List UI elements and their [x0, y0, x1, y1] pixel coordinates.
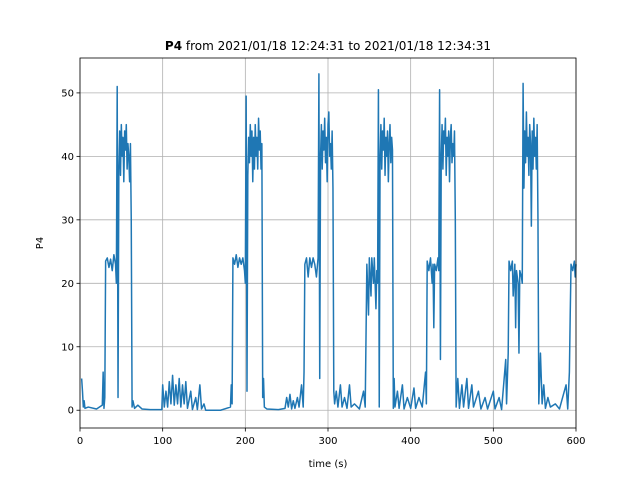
chart-title: P4 from 2021/01/18 12:24:31 to 2021/01/1…	[165, 39, 491, 53]
y-tick-label: 30	[61, 215, 74, 226]
y-tick-label: 20	[61, 279, 74, 290]
x-tick-label: 100	[153, 436, 172, 447]
x-tick-label: 500	[484, 436, 503, 447]
x-tick-label: 0	[77, 436, 83, 447]
x-tick-label: 600	[566, 436, 585, 447]
y-tick-label: 10	[61, 342, 74, 353]
y-tick-label: 50	[61, 88, 74, 99]
x-axis-label: time (s)	[309, 459, 348, 470]
title-range: from 2021/01/18 12:24:31 to 2021/01/18 1…	[186, 39, 491, 53]
y-tick-label: 0	[68, 406, 74, 417]
plot-area	[80, 73, 577, 411]
title-variable: P4	[165, 39, 182, 53]
y-tick-label: 40	[61, 152, 74, 163]
data-line	[80, 73, 577, 411]
x-tick-label: 400	[401, 436, 420, 447]
x-tick-label: 200	[236, 436, 255, 447]
y-axis-label: P4	[35, 237, 46, 249]
x-tick-label: 300	[318, 436, 337, 447]
